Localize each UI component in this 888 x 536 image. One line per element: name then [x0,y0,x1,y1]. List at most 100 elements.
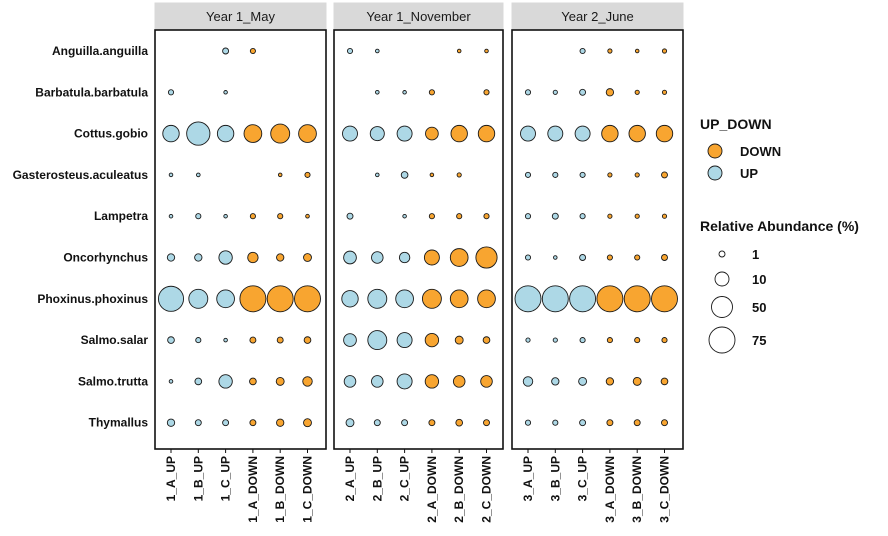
bubble-3-a-down-salmo-trutta [605,377,615,386]
bubble-1-b-up-salmo-trutta [194,377,203,386]
bubble-3-c-up-salmo-trutta [578,376,588,386]
bubble-3-a-down-lampetra [607,213,613,219]
facet-strip-2 [333,2,504,30]
bubble-2-b-up-barbatula-barbatula [375,90,380,95]
bubble-1-c-down-oncorhynchus [303,253,312,262]
sample-label-1-a-up: 1_A_UP [164,456,178,501]
bubble-1-c-up-phoxinus-phoxinus [216,289,235,309]
bubble-1-c-down-lampetra [305,213,310,219]
bubble-1-b-up-cottus-gobio [186,121,211,146]
legend-up-swatch [707,165,723,181]
bubble-2-c-up-barbatula-barbatula [402,90,407,95]
bubble-2-a-up-salmo-salar [343,333,357,347]
bubble-2-a-up-cottus-gobio [342,125,358,142]
bubble-1-a-up-salmo-trutta [168,379,174,384]
bubble-1-c-up-salmo-trutta [218,374,233,389]
bubble-3-a-down-oncorhynchus [606,254,613,261]
sample-label-1-c-up: 1_C_UP [219,456,233,501]
bubble-1-c-up-oncorhynchus [218,250,233,265]
bubble-3-b-up-thymallus [552,419,559,426]
bubble-1-a-up-gasterosteus-aculeatus [168,172,174,178]
species-label-anguilla-anguilla: Anguilla.anguilla [52,44,148,58]
bubble-marks [157,47,678,428]
facet-panels: Year 1_May Year 1_November Year 2_June [154,2,684,450]
sample-label-1-a-down: 1_A_DOWN [246,456,260,523]
bubble-1-a-up-salmo-salar [167,336,175,344]
bubble-3-a-up-salmo-salar [525,337,531,343]
bubble-3-a-up-lampetra [524,213,532,220]
bubble-3-b-up-salmo-trutta [551,377,560,386]
bubble-2-b-down-lampetra [456,213,463,220]
bubble-3-b-down-salmo-trutta [632,376,642,386]
facet-strip-3 [511,2,684,30]
bubble-2-b-down-thymallus [455,418,464,427]
bubble-2-c-down-barbatula-barbatula [483,89,490,96]
sample-label-1-c-down: 1_C_DOWN [301,456,315,523]
legend-size-key-75 [708,326,736,354]
bubble-1-c-down-salmo-salar [303,336,312,344]
species-label-lampetra: Lampetra [94,209,148,223]
species-label-salmo-trutta: Salmo.trutta [78,374,148,388]
bubble-2-c-up-lampetra [402,213,407,219]
sample-label-3-b-down: 3_B_DOWN [630,456,644,523]
bubble-2-c-up-thymallus [401,419,409,427]
bubble-2-c-up-phoxinus-phoxinus [395,289,414,309]
bubble-3-b-down-thymallus [633,419,641,427]
bubble-3-a-down-thymallus [606,419,614,427]
bubble-1-a-down-cottus-gobio [243,124,263,143]
sample-label-3-b-up: 3_B_UP [548,456,562,501]
bubble-1-a-up-barbatula-barbatula [167,89,175,96]
bubble-1-b-down-thymallus [276,418,285,427]
bubble-2-a-down-salmo-trutta [424,374,440,389]
bubble-1-c-up-cottus-gobio [216,124,235,143]
bubble-2-a-up-anguilla-anguilla [346,47,354,55]
bubble-2-a-down-oncorhynchus [423,249,440,266]
bubble-2-b-up-gasterosteus-aculeatus [375,172,380,178]
bubble-2-b-up-salmo-salar [367,330,388,351]
bubble-2-b-up-salmo-trutta [371,375,384,388]
bubble-3-c-up-barbatula-barbatula [579,88,587,96]
legend-relative-abundance: Relative Abundance (%) 1 10 50 75 [700,218,859,354]
bubble-1-a-up-thymallus [166,418,176,427]
legend-size-key-50 [711,296,733,318]
sample-label-2-c-up: 2_C_UP [398,456,412,501]
bubble-3-c-down-gasterosteus-aculeatus [661,171,668,179]
bubble-3-a-down-anguilla-anguilla [607,48,613,54]
species-label-gasterosteus-aculeatus: Gasterosteus.aculeatus [13,168,149,182]
bubble-2-c-down-thymallus [483,419,490,427]
bubble-1-c-up-barbatula-barbatula [223,90,228,95]
bubble-2-a-down-phoxinus-phoxinus [421,288,442,309]
bubble-2-a-down-barbatula-barbatula [428,89,435,96]
bubble-3-b-up-salmo-salar [552,337,558,343]
species-label-barbatula-barbatula: Barbatula.barbatula [35,85,148,99]
bubble-3-a-up-cottus-gobio [520,125,536,142]
sample-label-3-a-up: 3_A_UP [521,456,535,501]
bubble-2-a-down-lampetra [428,213,435,220]
bubble-3-c-down-lampetra [661,213,668,219]
bubble-3-b-up-gasterosteus-aculeatus [552,171,559,178]
sample-label-3-a-down: 3_A_DOWN [603,456,617,523]
bubble-3-b-up-phoxinus-phoxinus [541,285,569,313]
bubble-1-c-down-thymallus [303,418,312,428]
bubble-3-c-up-gasterosteus-aculeatus [579,171,586,178]
bubble-3-b-down-cottus-gobio [628,124,646,143]
species-label-cottus-gobio: Cottus.gobio [74,127,148,141]
bubble-1-a-up-oncorhynchus [166,253,176,262]
bubble-1-b-down-lampetra [277,213,284,220]
legend-down-swatch [707,143,723,159]
bubble-1-a-down-salmo-salar [249,336,257,344]
bubble-3-a-up-gasterosteus-aculeatus [524,171,532,178]
bubble-1-a-up-cottus-gobio [162,124,180,143]
facet-strip-label-1: Year 1_May [206,9,275,24]
bubble-1-a-up-lampetra [168,213,174,219]
sample-axis: 1_A_UP 1_B_UP 1_C_UP 1_A_DOWN 1_B_DOWN 1_C_DO… [164,449,672,523]
facet-strip-label-3: Year 2_June [561,9,634,24]
sample-label-2-a-down: 2_A_DOWN [425,456,439,523]
bubble-1-c-up-anguilla-anguilla [222,47,230,55]
bubble-2-c-up-cottus-gobio [396,125,413,142]
facet-panel-1 [154,29,327,450]
bubble-3-c-up-salmo-salar [579,337,586,344]
bubble-3-c-up-oncorhynchus [579,254,587,261]
bubble-2-a-up-phoxinus-phoxinus [341,290,359,308]
